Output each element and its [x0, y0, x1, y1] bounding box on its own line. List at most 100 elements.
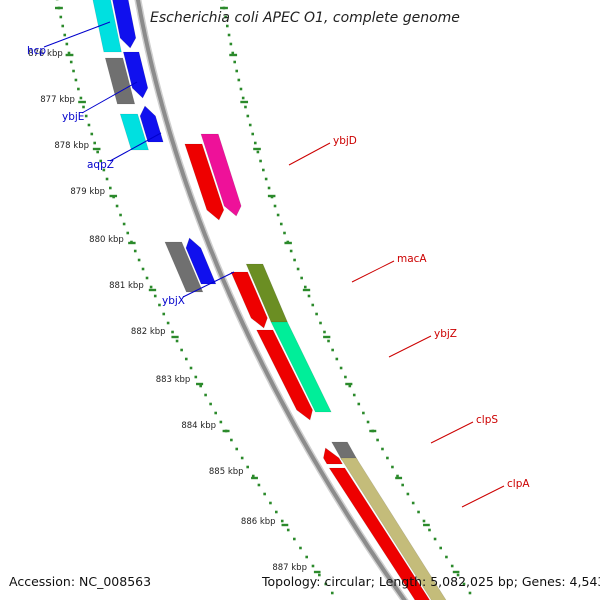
tick-dot	[406, 492, 410, 496]
feature-ybjD-red	[184, 143, 225, 221]
leader-ybjD	[288, 142, 331, 166]
tick-dot	[319, 321, 322, 325]
tick-dot	[214, 411, 217, 415]
tick-dot	[227, 33, 231, 37]
features	[92, 0, 447, 600]
leader-clpA	[461, 485, 505, 508]
tick-dot	[263, 492, 266, 496]
tick-dot	[456, 573, 460, 577]
tick-dot	[279, 222, 283, 226]
tick-dot	[311, 303, 315, 307]
tick-dot	[362, 411, 365, 415]
tick-dot	[233, 60, 237, 64]
tick-dot	[376, 438, 379, 442]
tick-dot	[286, 528, 290, 532]
tick-dot	[300, 276, 303, 280]
tick-dot	[331, 348, 334, 352]
tick-dot	[269, 501, 272, 505]
tick-dot	[357, 402, 361, 406]
gene-label-clpS: clpS	[476, 414, 498, 426]
tick-dot	[289, 249, 293, 253]
tick-dot	[224, 15, 227, 19]
tick-dot	[141, 267, 145, 271]
tick-dot	[251, 132, 255, 136]
tick-dot	[219, 420, 223, 424]
leader-clpS	[430, 421, 474, 444]
label-leaders	[43, 21, 505, 508]
tick-dot	[84, 114, 88, 118]
tick-dot	[158, 303, 161, 307]
tick-dot	[229, 42, 233, 46]
tick-dot	[65, 42, 69, 46]
gene-label-ybjE: ybjE	[62, 111, 84, 123]
tick-dot	[119, 213, 122, 217]
tick-dot	[344, 375, 347, 379]
ruler-label: 887 kbp	[272, 563, 307, 573]
backbone-line	[135, 0, 407, 600]
tick-dot	[180, 348, 183, 352]
tick-dot	[244, 105, 247, 109]
tick-dot	[411, 501, 415, 505]
tick-dot	[324, 582, 328, 586]
tick-dot	[257, 483, 261, 487]
feature-ybjZ	[270, 321, 332, 413]
ruler-label: 882 kbp	[131, 327, 166, 337]
tick-dot	[235, 69, 239, 73]
tick-dot	[396, 474, 399, 478]
gene-label-ybjX: ybjX	[162, 295, 185, 307]
tick-dot	[468, 591, 472, 595]
tick-dot	[93, 141, 96, 145]
tick-dot	[305, 555, 308, 559]
genome-summary: Topology: circular; Length: 5,082,025 bp…	[262, 574, 600, 589]
tick-dot	[153, 294, 157, 298]
leader-ybjE	[81, 81, 138, 114]
tick-dot	[267, 186, 271, 190]
leader-macA	[351, 260, 395, 283]
tick-dot	[82, 105, 85, 109]
leader-ybjX	[182, 271, 235, 298]
tick-dot	[79, 96, 83, 100]
tick-dot	[318, 573, 321, 577]
tick-dot	[171, 330, 174, 334]
tick-dot	[262, 168, 265, 172]
feature-red-ybjZ	[256, 329, 313, 421]
tick-dot	[276, 213, 280, 217]
tick-dot	[259, 159, 262, 163]
tick-dot	[239, 87, 243, 91]
feature-clpA	[340, 457, 447, 600]
tick-dot	[256, 150, 260, 154]
gene-label-ybjZ: ybjZ	[434, 328, 457, 340]
tick-dot	[293, 258, 296, 262]
ruler-label: 881 kbp	[109, 281, 144, 291]
feature-gray-1	[104, 57, 136, 105]
tick-dot	[439, 546, 443, 550]
ruler-label: 879 kbp	[70, 187, 105, 197]
tick-dot	[162, 312, 166, 316]
tick-dot	[462, 582, 466, 586]
tick-dot	[126, 231, 130, 235]
gene-label-hcp: hcp	[27, 45, 46, 57]
tick-dot	[240, 456, 244, 460]
gene-label-clpA: clpA	[507, 478, 530, 490]
tick-dot	[391, 465, 394, 469]
tick-dot	[77, 87, 80, 91]
ruler-label: 880 kbp	[89, 235, 124, 245]
tick-dot	[246, 465, 249, 469]
tick-dot	[61, 24, 65, 28]
tick-dot	[246, 114, 250, 118]
tick-dot	[381, 447, 384, 451]
tick-dot	[122, 222, 126, 226]
gene-label-aqpZ: aqpZ	[87, 159, 114, 171]
feature-blue-2	[139, 105, 164, 143]
tick-dot	[296, 267, 300, 271]
tick-dot	[273, 204, 277, 208]
tick-dot	[401, 483, 404, 487]
tick-dot	[231, 51, 235, 55]
tick-dot	[450, 564, 454, 568]
leader-aqpZ	[109, 132, 162, 162]
backbone	[134, 0, 409, 600]
tick-dot	[184, 357, 188, 361]
tick-dot	[264, 177, 268, 181]
tick-dot	[352, 393, 356, 397]
tick-dot	[90, 132, 94, 136]
